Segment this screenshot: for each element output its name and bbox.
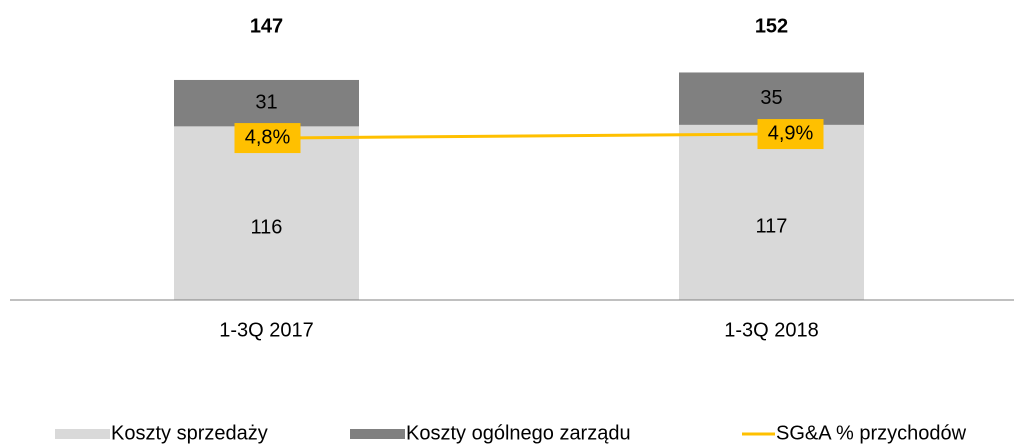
data-label: 117 [756,216,788,238]
data-label: 116 [251,216,283,238]
label-box [757,119,824,150]
bar-segment [679,124,864,300]
bar-segment [679,72,864,125]
legend-label: Koszty ogólnego zarządu [406,422,631,444]
line-label: 4,8% [245,126,291,148]
x-tick-label: 1-3Q 2018 [724,319,819,341]
line-label: 4,9% [768,122,814,144]
data-label: 31 [255,91,277,113]
line [266,132,772,140]
legend-label: Koszty sprzedaży [111,422,268,444]
bar-segment [174,79,359,127]
total-label: 152 [755,15,788,37]
legend-swatch [350,429,405,439]
total-label: 147 [250,15,283,37]
legend-label: SG&A % przychodów [776,422,967,444]
x-tick-label: 1-3Q 2017 [219,319,314,341]
data-label: 35 [760,87,782,109]
bar-segment [174,126,359,300]
legend-swatch [55,429,110,439]
label-box [234,123,301,154]
